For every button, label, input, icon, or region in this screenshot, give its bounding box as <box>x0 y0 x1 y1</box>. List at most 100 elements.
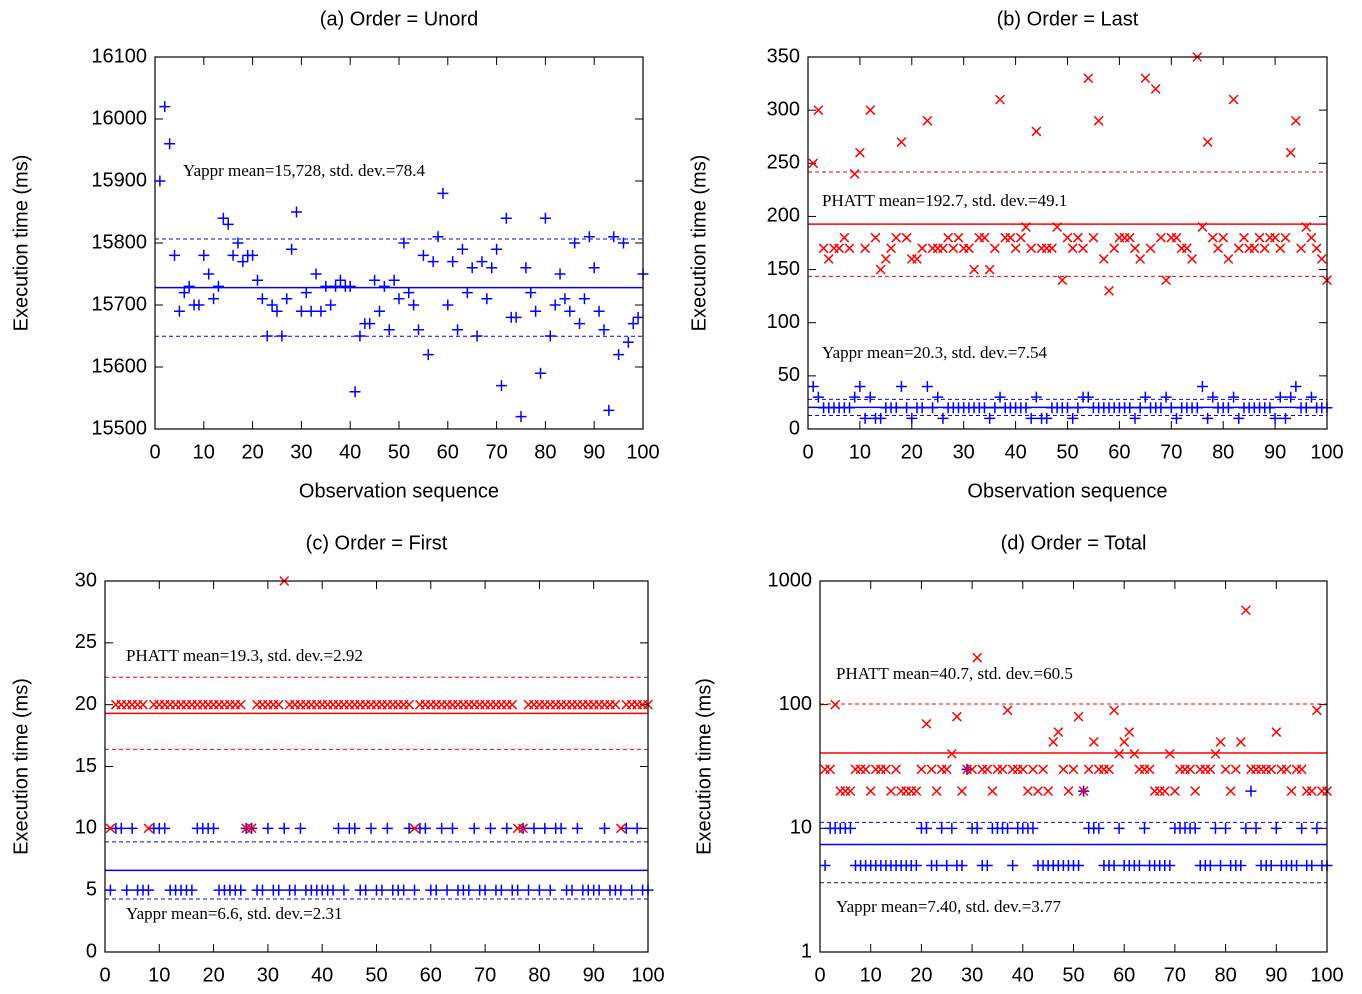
data-point <box>471 330 483 342</box>
data-point <box>388 274 400 286</box>
data-point <box>1306 860 1318 872</box>
data-point <box>951 711 962 722</box>
data-point <box>1235 736 1246 747</box>
data-point <box>325 299 337 311</box>
data-point <box>1274 391 1286 403</box>
x-tick-label: 90 <box>583 964 605 986</box>
data-point <box>237 256 249 268</box>
data-point <box>528 822 540 834</box>
data-point <box>1130 243 1140 254</box>
data-point <box>1164 860 1176 872</box>
data-point <box>1155 232 1166 243</box>
data-point <box>593 884 605 896</box>
data-point <box>1233 243 1244 254</box>
data-point <box>987 786 998 797</box>
data-point <box>1140 73 1151 84</box>
data-point <box>566 884 578 896</box>
data-point <box>819 860 831 872</box>
data-point <box>610 699 621 710</box>
data-point <box>603 404 615 416</box>
data-point <box>1150 83 1161 94</box>
data-point <box>466 262 478 274</box>
data-point <box>849 391 861 403</box>
data-point <box>1270 232 1281 243</box>
x-tick-label: 20 <box>910 964 932 986</box>
data-point <box>632 311 644 323</box>
data-point <box>520 262 532 274</box>
data-point <box>910 860 922 872</box>
data-point <box>926 764 937 775</box>
panel: (a) Order = Unord Execution time (ms) Obse… <box>10 8 659 502</box>
data-point <box>437 187 449 199</box>
data-point <box>808 158 819 169</box>
x-tick-label: 100 <box>631 964 664 986</box>
data-point <box>212 280 224 292</box>
data-point <box>404 699 415 710</box>
data-point <box>393 293 405 305</box>
data-point <box>574 318 586 330</box>
data-point <box>1139 391 1151 403</box>
data-point <box>1098 254 1109 264</box>
data-point <box>413 324 425 336</box>
data-point <box>1240 822 1252 834</box>
data-point <box>332 822 344 834</box>
data-point <box>956 860 968 872</box>
data-point <box>927 402 939 414</box>
x-tick-label: 70 <box>485 441 507 463</box>
data-point <box>823 254 834 264</box>
y-tick-label: 5 <box>86 878 97 900</box>
data-point <box>1002 822 1014 834</box>
data-point <box>476 256 488 268</box>
data-point <box>818 243 829 254</box>
data-point <box>442 299 454 311</box>
data-point <box>936 764 947 775</box>
data-point <box>912 254 922 264</box>
data-point <box>262 822 274 834</box>
data-point <box>208 293 220 305</box>
data-point <box>840 786 851 797</box>
data-point <box>984 412 996 424</box>
data-point <box>510 311 522 323</box>
y-tick-label: 15700 <box>91 293 147 315</box>
data-point <box>1067 243 1078 254</box>
data-point <box>583 231 595 243</box>
data-point <box>539 822 551 834</box>
data-point <box>953 232 964 243</box>
data-point <box>1028 764 1038 775</box>
data-point <box>403 822 415 834</box>
data-point <box>984 264 995 275</box>
data-point <box>1015 232 1026 243</box>
data-point <box>1104 285 1114 296</box>
y-tick-label: 15600 <box>91 355 147 377</box>
y-tick-label: 0 <box>789 417 800 439</box>
data-point <box>1043 786 1054 797</box>
x-tick-label: 70 <box>1164 964 1186 986</box>
data-point <box>906 412 918 424</box>
y-tick-label: 0 <box>86 940 97 962</box>
data-point <box>1139 764 1150 775</box>
data-point <box>1250 822 1262 834</box>
panel-title: (d) Order = Total <box>1001 532 1147 554</box>
data-point <box>525 287 537 299</box>
data-point <box>1215 736 1226 747</box>
data-point <box>1254 232 1265 243</box>
data-point <box>931 786 942 797</box>
data-point <box>289 884 301 896</box>
data-point <box>154 175 166 187</box>
data-point <box>834 243 845 254</box>
data-point <box>916 402 928 414</box>
data-point <box>813 105 824 116</box>
data-point <box>1286 786 1297 797</box>
y-tick-label: 100 <box>779 693 812 715</box>
data-point <box>1078 243 1089 254</box>
data-point <box>849 168 860 179</box>
data-point <box>1138 822 1150 834</box>
data-point <box>1165 402 1177 414</box>
panel-title: (c) Order = First <box>306 532 448 554</box>
data-point <box>855 764 866 775</box>
data-point <box>569 237 581 249</box>
data-point <box>875 412 887 424</box>
x-tick-label: 40 <box>339 441 361 463</box>
data-point <box>403 287 415 299</box>
data-point <box>1187 254 1197 264</box>
